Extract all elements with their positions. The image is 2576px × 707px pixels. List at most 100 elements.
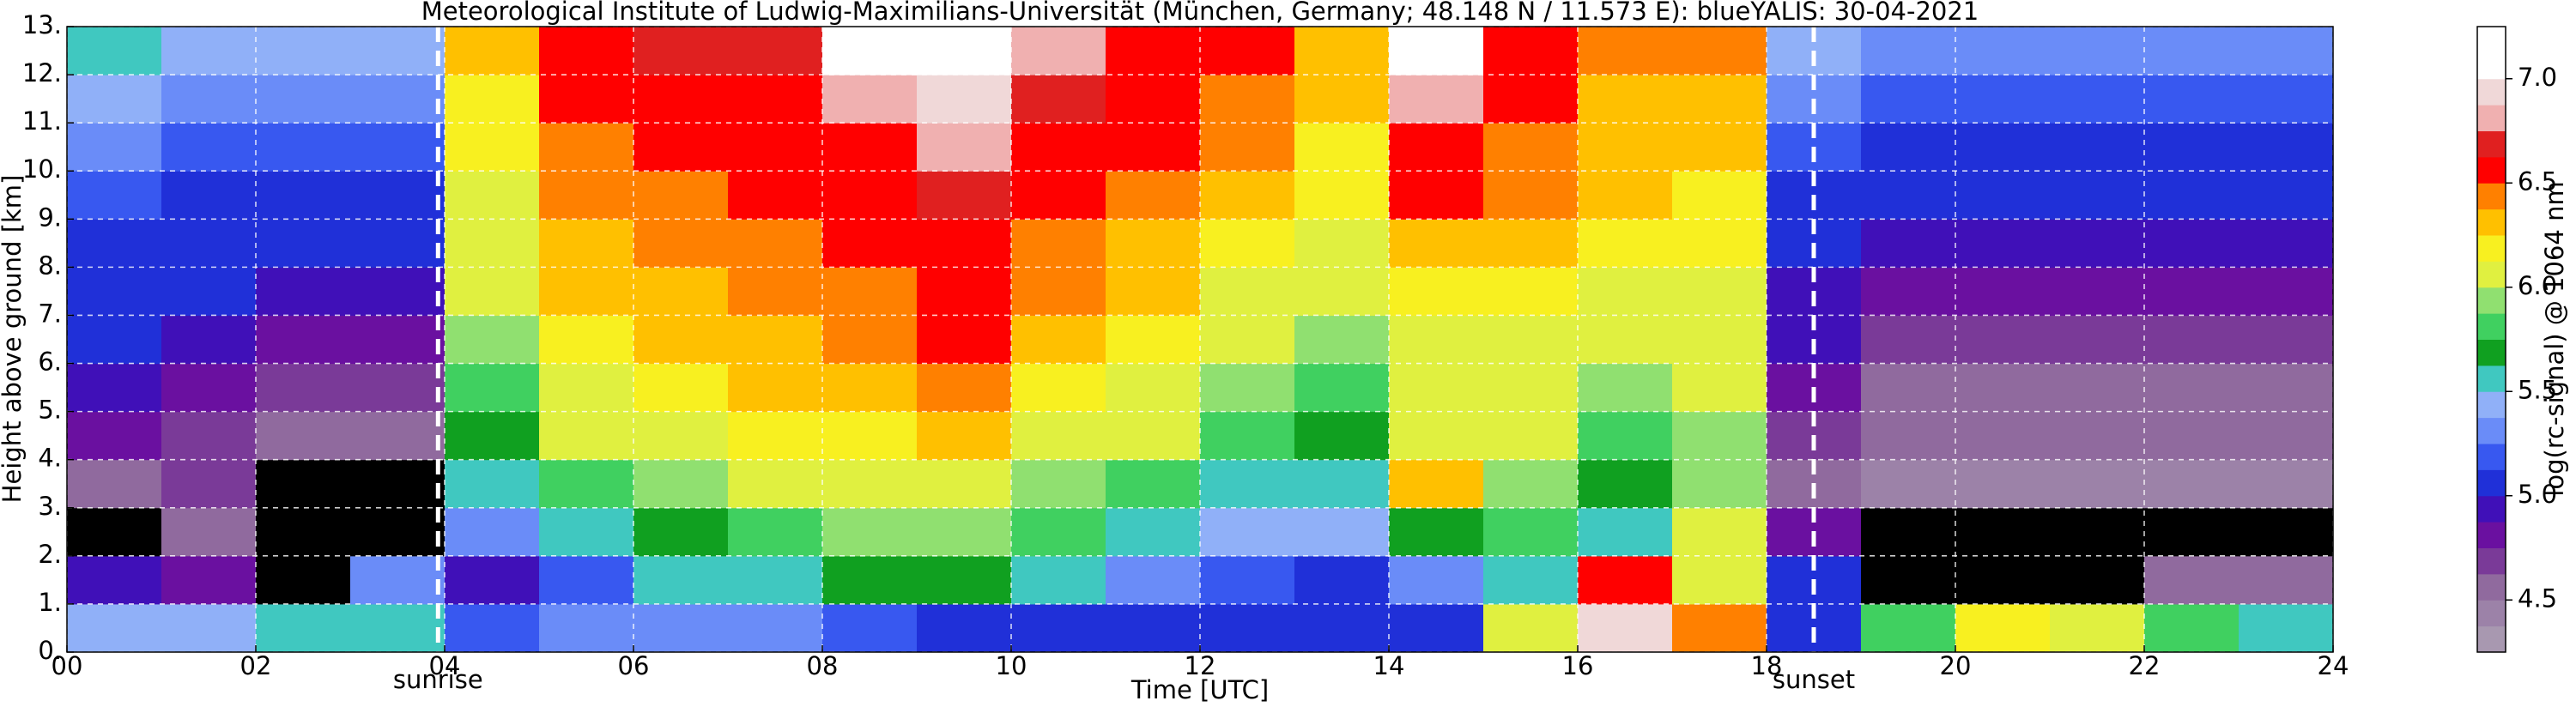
y-axis-label: Height above ground [km] (0, 175, 27, 504)
colorbar-swatch (2477, 183, 2506, 210)
heatmap-cell (1011, 363, 1106, 413)
x-tick-label: 24 (2318, 651, 2349, 680)
heatmap-cell (1578, 363, 1673, 413)
heatmap-cell (1200, 363, 1295, 413)
colorbar-tick-label: 7.0 (2518, 63, 2557, 92)
heatmap-cell (67, 123, 162, 172)
heatmap-cell (728, 555, 823, 605)
heatmap-cell (917, 267, 1012, 316)
heatmap-cell (822, 363, 918, 413)
heatmap-cell (1483, 27, 1579, 76)
colorbar-swatch (2477, 495, 2506, 523)
heatmap-cell (2144, 267, 2240, 316)
heatmap-cell (2239, 555, 2334, 605)
heatmap-cell (728, 363, 823, 413)
chart-title: Meteorological Institute of Ludwig-Maxim… (421, 0, 1979, 26)
heatmap-cell (822, 219, 918, 268)
heatmap-cell (1389, 171, 1484, 220)
heatmap-cell (350, 267, 445, 316)
heatmap-cell (539, 171, 634, 220)
heatmap-cell (1200, 507, 1295, 557)
heatmap-cell (161, 411, 257, 461)
heatmap-cell (2239, 75, 2334, 124)
heatmap-cell (728, 315, 823, 365)
colorbar-swatch (2477, 417, 2506, 444)
heatmap-cell (1672, 219, 1767, 268)
heatmap-cell (2239, 171, 2334, 220)
heatmap-cell (917, 507, 1012, 557)
annotation-label: sunrise (393, 665, 483, 694)
heatmap-cell (350, 315, 445, 365)
heatmap-cell (1389, 603, 1484, 653)
heatmap-cell (1294, 123, 1390, 172)
heatmap-cell (1389, 459, 1484, 509)
heatmap-cell (1294, 459, 1390, 509)
heatmap-cell (2144, 123, 2240, 172)
heatmap-cell (917, 27, 1012, 76)
heatmap-cell (1011, 219, 1106, 268)
heatmap-cell (1294, 603, 1390, 653)
heatmap-cell (1672, 459, 1767, 509)
heatmap-cell (1672, 123, 1767, 172)
heatmap-cell (445, 27, 540, 76)
colorbar-swatch (2477, 313, 2506, 340)
heatmap-cell (917, 363, 1012, 413)
heatmap-cell (161, 459, 257, 509)
heatmap-cell (2239, 411, 2334, 461)
heatmap-cell (2239, 363, 2334, 413)
heatmap-cell (1672, 171, 1767, 220)
heatmap-cell (1672, 555, 1767, 605)
heatmap-cell (1389, 363, 1484, 413)
heatmap-cell (1483, 123, 1579, 172)
heatmap-cell (1578, 75, 1673, 124)
heatmap-cell (2239, 507, 2334, 557)
heatmap-cell (539, 555, 634, 605)
heatmap-cell (67, 411, 162, 461)
heatmap-cell (539, 75, 634, 124)
heatmap-cell (1578, 555, 1673, 605)
heatmap-cell (539, 411, 634, 461)
heatmap-cell (1861, 267, 1956, 316)
y-tick-label: 12. (22, 58, 62, 88)
x-tick-label: 18 (1751, 651, 1783, 680)
plot-frame (66, 26, 2334, 653)
heatmap-cell (633, 603, 729, 653)
heatmap-cell (1955, 315, 2051, 365)
heatmap-cell (1011, 267, 1106, 316)
heatmap-cell (445, 315, 540, 365)
heatmap-cell (350, 507, 445, 557)
heatmap-cell (2239, 603, 2334, 653)
heatmap-cell (1011, 507, 1106, 557)
y-tick-label: 5. (38, 396, 62, 425)
heatmap-cell (67, 507, 162, 557)
heatmap-cell (1106, 267, 1201, 316)
heatmap-cell (445, 123, 540, 172)
heatmap-cell (1578, 219, 1673, 268)
heatmap-cell (1672, 603, 1767, 653)
heatmap-cell (2050, 267, 2145, 316)
y-tick-label: 3. (38, 492, 62, 521)
heatmap-cell (161, 27, 257, 76)
heatmap-cell (350, 171, 445, 220)
y-tick-label: 8. (38, 251, 62, 280)
heatmap-cell (67, 27, 162, 76)
heatmap-cell (161, 123, 257, 172)
heatmap-cell (2144, 75, 2240, 124)
colorbar-swatch (2477, 78, 2506, 106)
heatmap-cell (1294, 315, 1390, 365)
heatmap-cell (1955, 75, 2051, 124)
heatmap-cell (350, 411, 445, 461)
heatmap-cell (1011, 459, 1106, 509)
heatmap-cell (1955, 507, 2051, 557)
heatmap-cell (350, 603, 445, 653)
heatmap-cell (2239, 315, 2334, 365)
colorbar-swatch (2477, 469, 2506, 497)
x-tick-label: 08 (807, 651, 839, 680)
y-tick-label: 13. (22, 10, 62, 39)
x-tick-label: 10 (996, 651, 1027, 680)
heatmap-cell (1483, 315, 1579, 365)
colorbar-swatch (2477, 261, 2506, 288)
heatmap-cell (350, 459, 445, 509)
heatmap-cell (161, 219, 257, 268)
y-tick-label: 4. (38, 444, 62, 473)
